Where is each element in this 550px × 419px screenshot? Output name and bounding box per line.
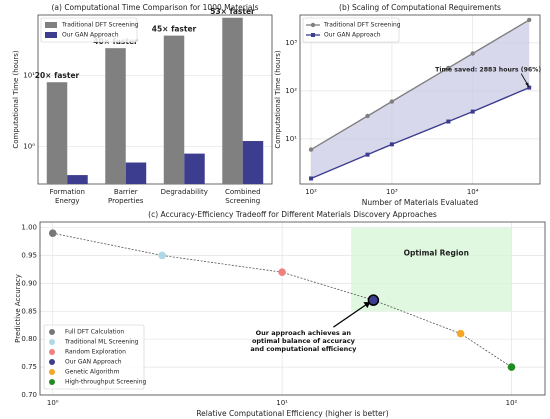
point [158,251,166,260]
bar [105,48,126,184]
bar [242,141,264,184]
region-label: Optimal Region [404,249,469,258]
y-tick-label: 10² [285,87,297,95]
legend-marker [49,369,55,375]
speedup-label: 53× faster [210,7,255,16]
point [507,363,516,371]
marker [365,113,370,119]
legend-label: High-throughput Screening [65,379,146,386]
legend-marker [311,33,315,37]
y-tick-label: 10³ [285,39,297,47]
line [310,86,530,180]
speedup-label: 45× faster [152,25,197,34]
y-tick-label: 1.00 [21,224,37,232]
y-tick-label: 10⁰ [23,143,35,151]
bar [46,82,68,184]
panel-title: (c) Accuracy-Efficiency Tradeoff for Dif… [148,210,437,219]
y-tick-label: 0.75 [21,363,37,371]
bar [67,175,88,184]
legend-marker [49,339,55,345]
marker [470,51,475,56]
bar [163,35,185,185]
y-tick-label: 10¹ [23,71,35,79]
marker [365,152,370,157]
point [278,268,286,277]
legend-label: Traditional ML Screening [64,339,139,346]
legend-marker [49,379,55,385]
marker [446,65,451,71]
x-tick-label: Combined Screening [224,188,261,205]
legend-swatch [45,22,57,28]
legend-label: Genetic Algorithm [65,369,120,376]
legend-box [302,17,400,43]
bar [125,162,147,184]
trend-line [52,232,512,368]
legend-marker [49,349,55,355]
y-axis-label: Predictive Accuracy [14,274,22,343]
legend-marker [310,22,316,28]
legend-box [40,17,138,43]
y-tick-label: 10¹ [285,135,297,143]
x-tick-label: 10² [305,188,317,196]
x-axis-label: Relative Computational Efficiency (highe… [196,409,388,418]
legend-label: Full DFT Calculation [65,329,124,336]
y-tick-label: 0.95 [21,251,37,259]
y-tick-label: 0.90 [21,279,37,287]
panel-title: (a) Computational Time Comparison for 10… [51,3,258,12]
marker [309,176,314,181]
legend-swatch [45,32,57,38]
legend-box [43,324,145,390]
point [367,294,380,306]
y-axis-label: Computational Time (hours) [274,50,282,149]
marker [446,119,451,124]
x-tick-label: 10⁴ [467,188,479,196]
annotation-arrow [333,302,369,328]
x-tick-label: Formation Energy [49,188,85,205]
marker [308,147,314,152]
x-axis-label: Number of Materials Evaluated [362,198,479,207]
legend-label: Our GAN Approach [65,359,122,366]
x-tick-label: 10⁰ [47,399,59,407]
y-tick-label: 0.85 [21,307,37,315]
bar [184,153,205,184]
x-tick-label: 10¹ [276,399,288,407]
arrow-head [363,302,371,309]
marker [389,99,395,104]
y-tick-label: 0.70 [21,391,37,399]
point [456,329,465,338]
legend-label: Random Exploration [65,349,126,356]
axes-frame [37,14,273,185]
bar [222,17,243,184]
point [48,229,57,237]
legend-label: Traditional DFT Screening [61,22,139,29]
arrow-head [525,82,530,88]
x-tick-label: Barrier Properties [108,188,144,205]
x-tick-label: 10³ [386,188,398,196]
legend-marker [49,329,55,335]
marker [527,17,532,23]
legend-marker [49,359,55,365]
x-tick-label: Degradability [160,188,208,196]
y-axis-label: Computational Time (hours) [12,50,20,149]
marker [389,142,394,147]
marker [470,109,475,114]
axes-frame [39,221,546,396]
y-tick-label: 0.80 [21,335,37,343]
fill-between [311,19,530,179]
x-tick-label: 10² [506,399,518,407]
annotation: Our approach achieves an optimal balance… [250,329,357,354]
panel-title: (b) Scaling of Computational Requirement… [339,3,501,12]
legend-label: Our GAN Approach [324,32,381,39]
line [310,19,530,151]
legend-label: Traditional DFT Screening [323,22,401,29]
speedup-label: 20× faster [35,71,80,80]
axes-frame [299,14,541,185]
legend-label: Our GAN Approach [62,32,119,39]
annotation: Time saved: 2883 hours (96%) [435,67,541,74]
